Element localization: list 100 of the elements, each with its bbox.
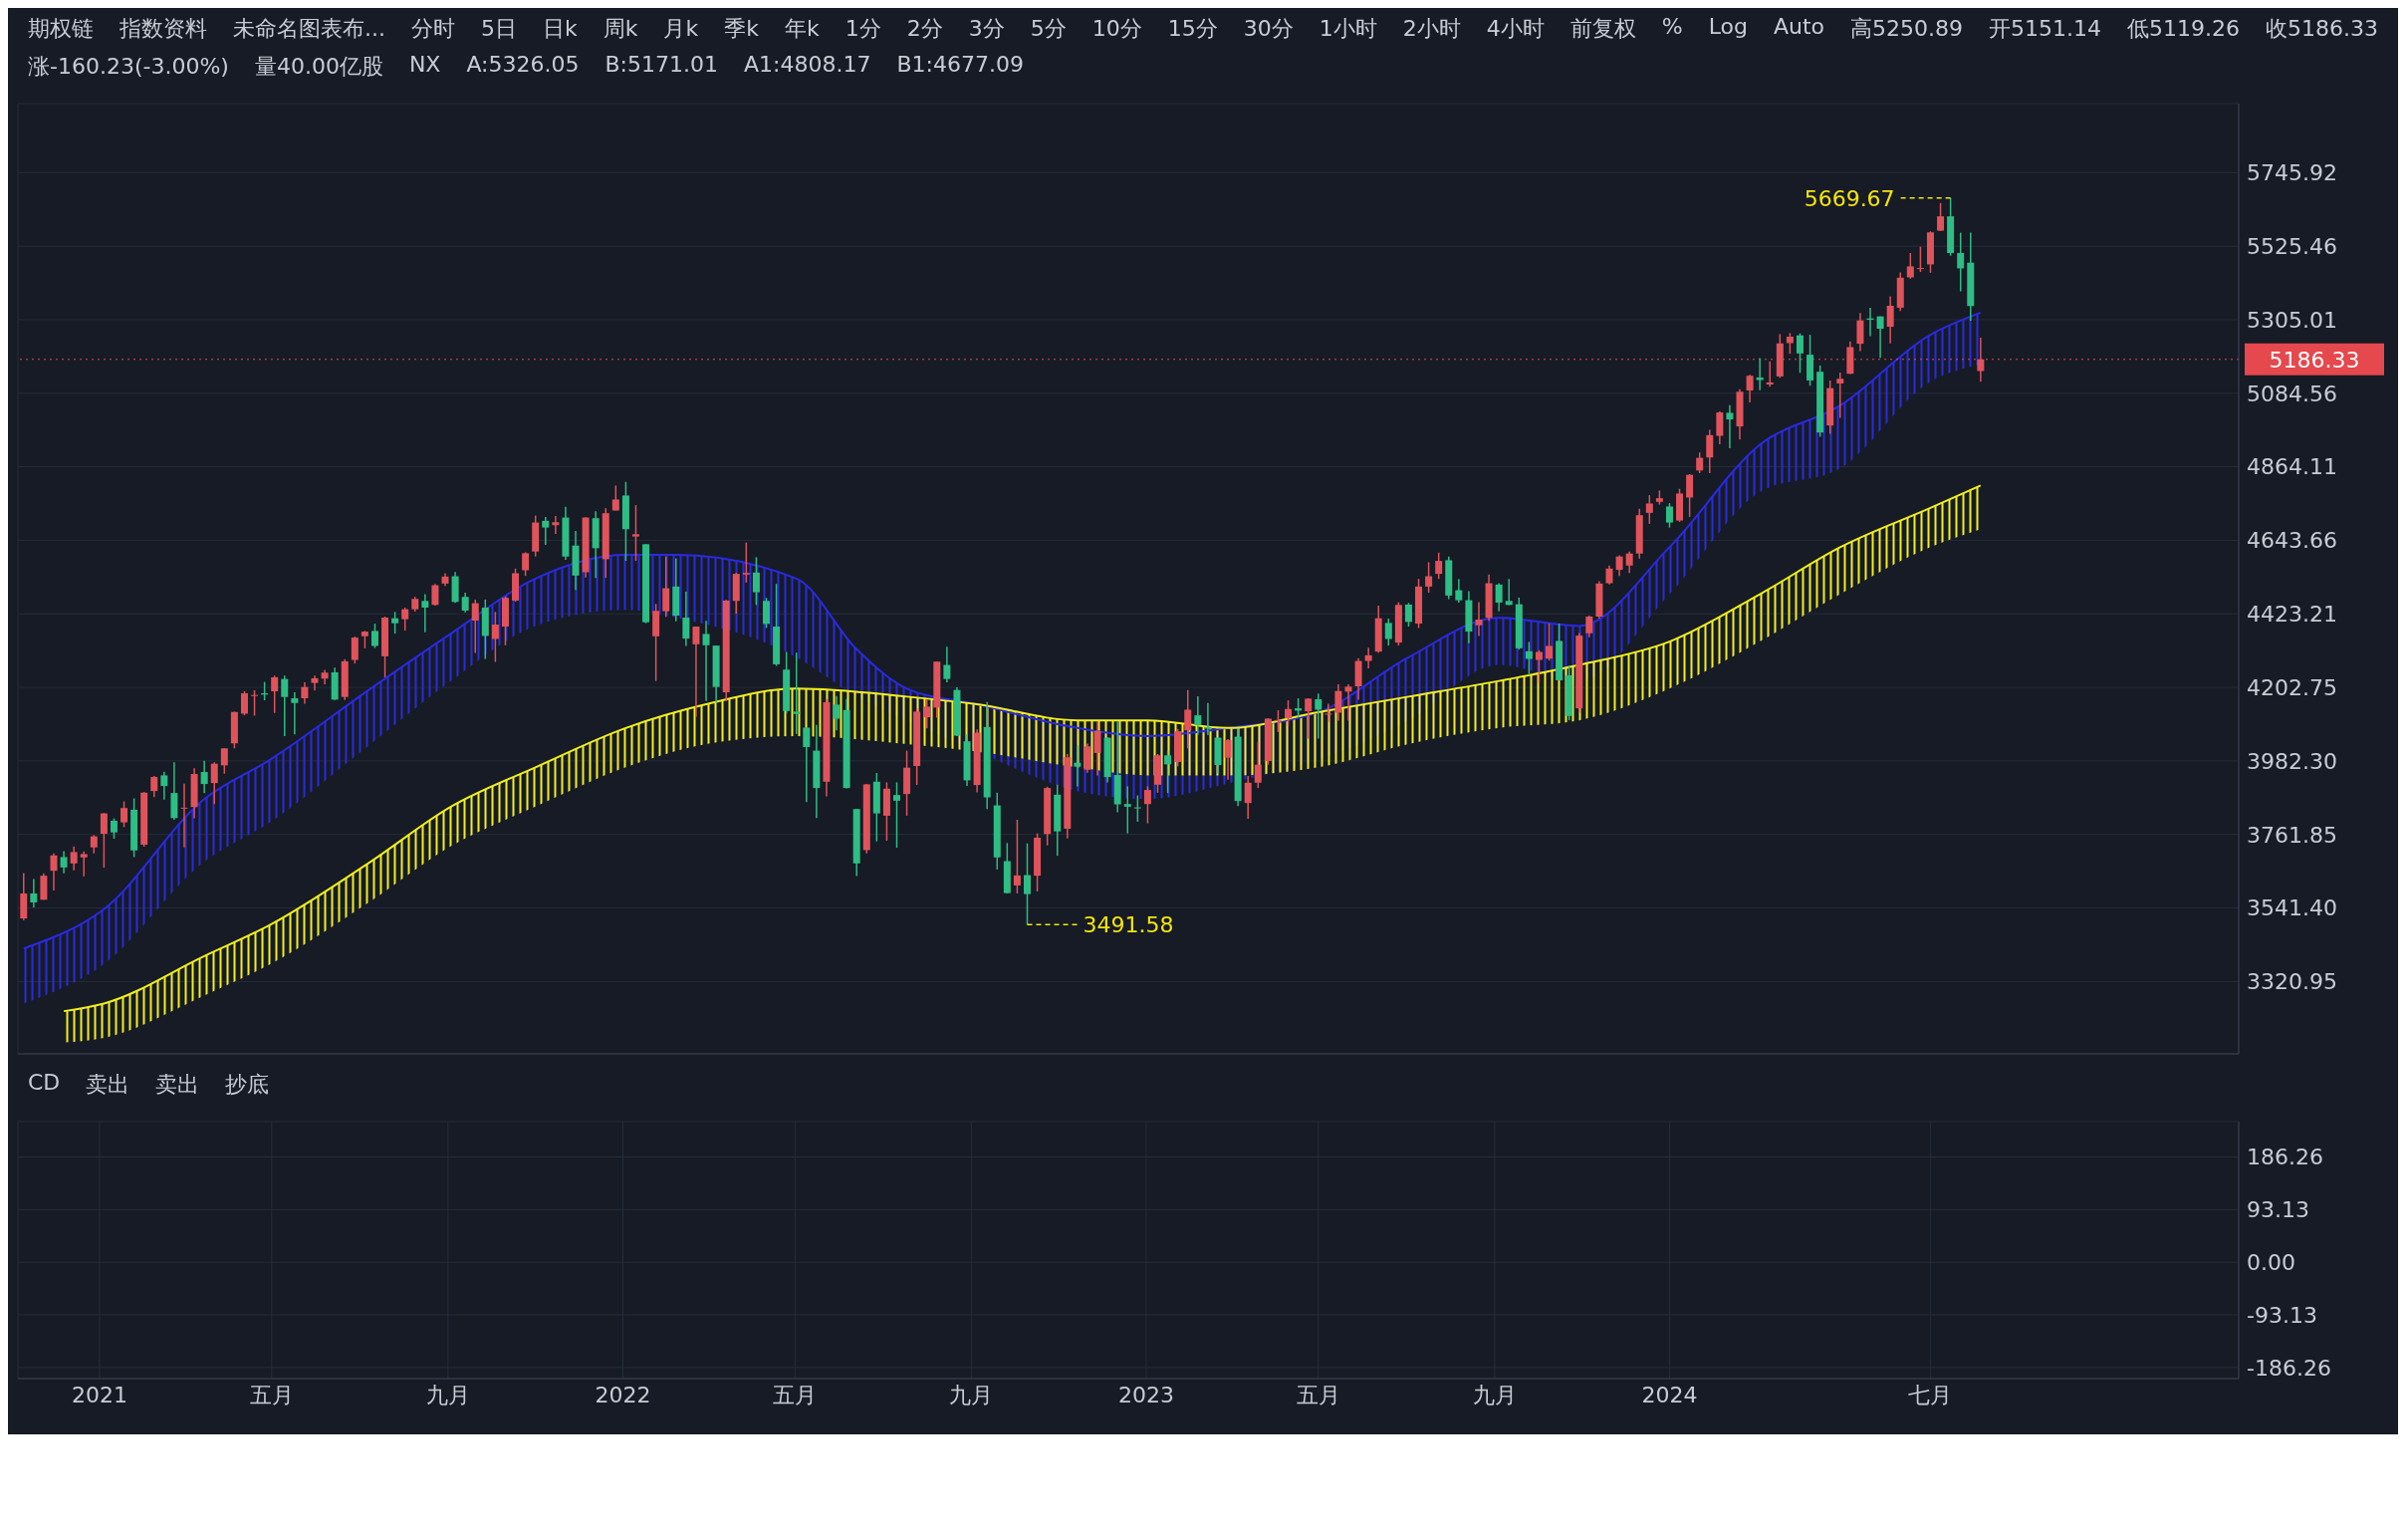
candlestick: [200, 759, 208, 794]
y-tick-label: -93.13: [2247, 1302, 2317, 1328]
x-tick-label: 九月: [949, 1382, 994, 1407]
candlestick: [431, 583, 439, 607]
candlestick: [1344, 683, 1352, 722]
candlestick: [351, 636, 359, 664]
candlestick: [1244, 775, 1252, 820]
candlestick: [552, 515, 560, 535]
text: A:5326.05: [466, 52, 580, 79]
candlestick: [220, 747, 228, 775]
x-tick-label: 2023: [1118, 1382, 1174, 1407]
candlestick: [1074, 744, 1082, 788]
y-tick-label: 4864.11: [2247, 454, 2337, 480]
candlestick: [611, 484, 619, 512]
candlestick: [1274, 709, 1282, 733]
text: CD: [28, 1070, 61, 1097]
candlestick: [1093, 720, 1101, 777]
candlestick: [1977, 337, 1985, 382]
ref-line-label: 5186.33: [2269, 347, 2360, 373]
text: 涨-160.23(-3.00%): [28, 53, 229, 81]
candlestick: [1455, 578, 1463, 604]
candlestick: [291, 691, 299, 735]
text: 周k: [602, 15, 638, 43]
candlestick: [70, 845, 78, 872]
y-tick-label: 5745.92: [2247, 160, 2337, 186]
candlestick: [1324, 702, 1332, 723]
candlestick: [301, 681, 309, 705]
annotation: 3491.58: [1083, 912, 1174, 938]
text: 抄底: [225, 1071, 270, 1099]
annotation: 5669.67: [1804, 185, 1895, 211]
text: 高5250.89: [1850, 15, 1964, 43]
text: NX: [408, 52, 441, 79]
candlestick: [522, 551, 530, 577]
candlestick: [401, 607, 409, 632]
candlestick: [1194, 695, 1202, 736]
y-tick-label: 93.13: [2247, 1197, 2309, 1223]
candlestick: [281, 674, 289, 737]
y-tick-label: 3982.30: [2247, 748, 2337, 774]
text: 4小时: [1486, 15, 1545, 43]
candlestick: [1906, 252, 1914, 280]
text: 5分: [1030, 15, 1067, 43]
candlestick: [1886, 295, 1894, 345]
candlestick: [491, 611, 499, 663]
candlestick: [1796, 332, 1804, 374]
text: 3分: [968, 15, 1005, 43]
text: 期权链: [28, 15, 94, 43]
candlestick: [1475, 601, 1483, 637]
candlestick: [1435, 551, 1443, 580]
candlestick: [1716, 410, 1724, 445]
text: 年k: [784, 15, 820, 43]
candlestick: [1696, 451, 1704, 474]
candlestick: [1425, 561, 1433, 594]
candlestick: [1615, 554, 1623, 577]
candlestick: [893, 781, 900, 849]
candlestick: [90, 834, 98, 855]
text: 前复权: [1569, 15, 1636, 43]
text: B:5171.01: [604, 52, 718, 79]
text: 低5119.26: [2127, 15, 2240, 43]
x-tick-label: 2021: [72, 1382, 128, 1407]
text: 未命名图表布...: [233, 15, 385, 43]
text: B1:4677.09: [896, 52, 1024, 79]
candlestick: [1525, 640, 1533, 676]
text: 收5186.33: [2265, 15, 2378, 43]
text: 2小时: [1402, 15, 1461, 43]
y-tick-label: 4423.21: [2247, 602, 2337, 628]
candlestick: [923, 698, 931, 729]
text: 1小时: [1319, 15, 1377, 43]
candlestick: [702, 620, 710, 702]
candlestick: [1024, 842, 1032, 925]
candlestick: [1786, 332, 1794, 355]
candlestick: [180, 783, 188, 849]
text: 分时: [410, 15, 455, 43]
text: 日k: [542, 15, 578, 43]
candlestick: [1876, 315, 1884, 359]
text: Log: [1708, 14, 1748, 41]
candlestick: [793, 651, 801, 735]
candlestick: [833, 694, 841, 731]
candlestick: [1315, 692, 1323, 740]
candlestick: [370, 623, 378, 649]
candlestick: [542, 516, 550, 546]
candlestick: [1686, 473, 1694, 518]
candlestick: [461, 592, 469, 614]
candlestick: [1546, 623, 1554, 661]
candlestick: [80, 850, 88, 878]
candlestick: [682, 591, 690, 647]
candlestick: [1224, 738, 1232, 781]
candlestick: [1957, 231, 1965, 293]
candlestick: [1384, 618, 1392, 646]
candlestick: [1123, 785, 1131, 835]
candlestick: [762, 597, 770, 630]
candlestick: [1605, 565, 1613, 586]
candlestick: [1164, 749, 1172, 794]
candlestick: [421, 593, 429, 634]
candlestick: [1836, 372, 1844, 419]
text: 卖出: [155, 1071, 200, 1099]
candlestick: [271, 674, 279, 714]
text: Auto: [1773, 14, 1825, 41]
candlestick: [1916, 245, 1924, 273]
x-tick-label: 九月: [1472, 1382, 1517, 1407]
candlestick: [1305, 697, 1313, 740]
